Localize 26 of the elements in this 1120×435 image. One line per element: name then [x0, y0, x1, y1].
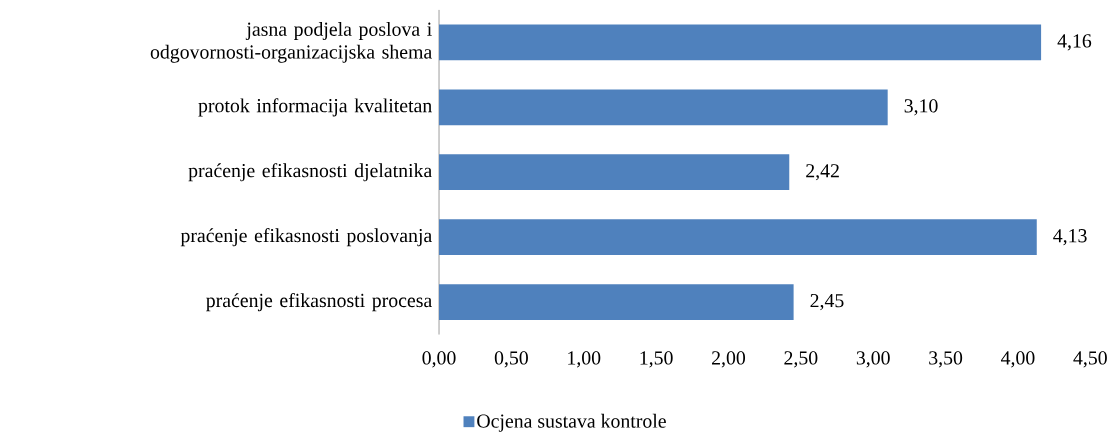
- bar: [439, 24, 1042, 61]
- x-tick-label: 1,00: [568, 351, 601, 368]
- data-label: 2,45: [810, 294, 844, 311]
- x-tick-label: 0,00: [422, 351, 456, 368]
- y-tick-label: praćenje efikasnosti procesa: [206, 293, 432, 312]
- x-tick-label: 2,50: [784, 351, 818, 368]
- data-label: 2,42: [806, 164, 839, 181]
- bar: [439, 284, 794, 321]
- bar: [439, 219, 1037, 256]
- y-tick-label: praćenje efikasnosti poslovanja: [180, 228, 432, 247]
- x-tick-label: 4,50: [1073, 351, 1107, 368]
- y-tick-label: jasna podjela poslova i odgovornosti-organizacijska shema: [150, 22, 432, 63]
- x-tick-label: 0,50: [494, 351, 528, 368]
- data-label: 4,13: [1053, 229, 1087, 246]
- x-tick-label: 3,00: [856, 351, 890, 368]
- data-label: 3,10: [904, 99, 938, 116]
- y-tick-label: protok informacija kvalitetan: [198, 98, 432, 117]
- bar: [439, 89, 888, 126]
- x-tick-label: 2,00: [712, 351, 746, 368]
- data-label: 4,16: [1057, 34, 1092, 51]
- x-tick-label: 1,50: [640, 351, 673, 368]
- y-tick-label: praćenje efikasnosti djelatnika: [188, 163, 432, 182]
- bar: [439, 154, 790, 191]
- x-tick-label: 4,00: [1001, 351, 1035, 368]
- x-tick-label: 3,50: [929, 351, 963, 368]
- legend-label: Ocjena sustava kontrole: [477, 414, 666, 433]
